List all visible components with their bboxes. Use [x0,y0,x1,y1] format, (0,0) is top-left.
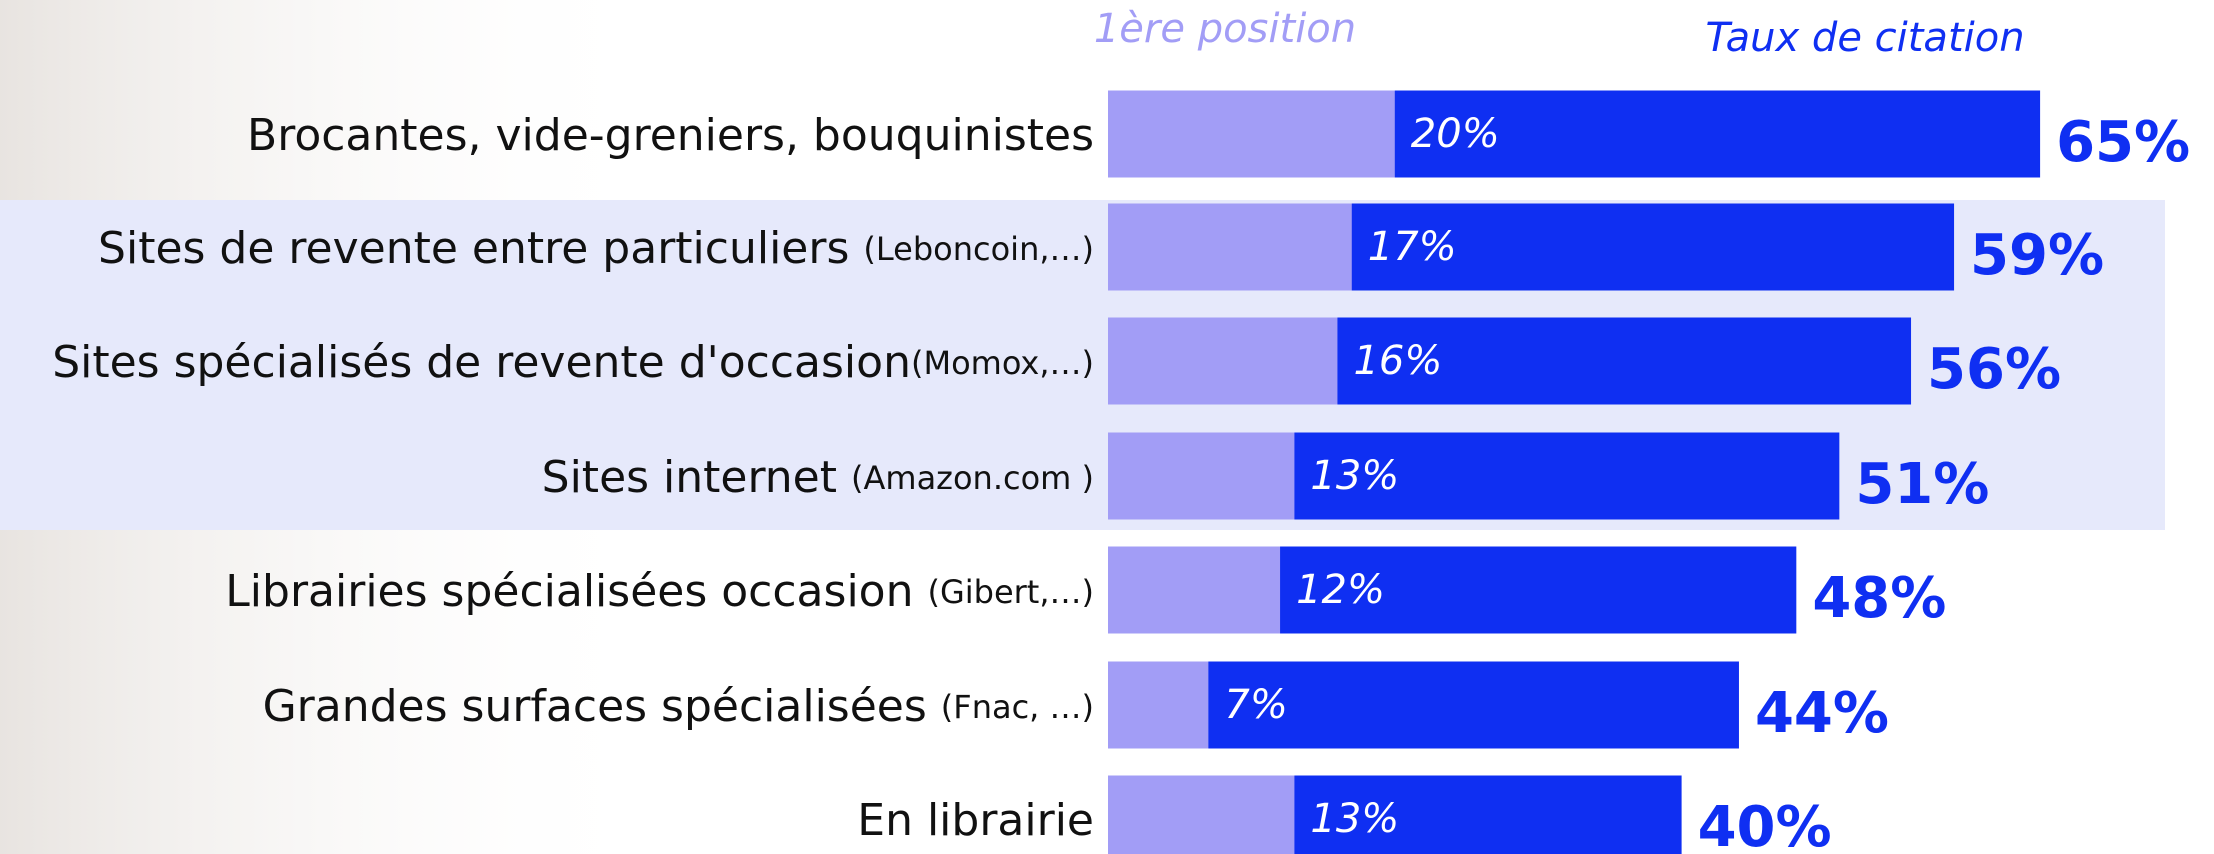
value-label: 48% [1812,566,1946,631]
bar [1108,776,1294,854]
category-name: Grandes surfaces spécialisées [263,681,927,732]
legend-label: 1ère position [1094,6,1356,52]
category-label: Grandes surfaces spécialisées (Fnac, …) [263,681,1094,732]
value-label: 59% [1970,223,2104,288]
bar [1108,318,1337,405]
value-label: 12% [1296,567,1385,613]
bar [1108,433,1294,520]
category-name: Sites internet [542,452,837,503]
category-detail: (Gibert,…) [927,573,1094,611]
category-label: Brocantes, vide-greniers, bouquinistes [247,110,1094,161]
category-name: Sites spécialisés de revente d'occasion [52,337,911,388]
category-label: Sites de revente entre particuliers (Leb… [98,223,1094,274]
bar [1108,547,1280,634]
chart: 1ère position Taux de citation Brocantes, … [0,0,2214,854]
value-label: 51% [1855,452,1989,517]
bar [1108,662,1208,749]
value-label: 56% [1927,337,2061,402]
category-detail: (Fnac, …) [941,688,1094,726]
category-name: Brocantes, vide-greniers, bouquinistes [247,110,1094,161]
category-label: Sites internet (Amazon.com ) [542,452,1094,503]
value-label: 44% [1755,681,1889,746]
category-name: En librairie [857,795,1094,846]
legend-label: Taux de citation [1705,15,2024,61]
value-label: 13% [1310,453,1399,499]
bar [1108,91,1395,178]
value-label: 20% [1411,111,1500,157]
category-detail: (Amazon.com ) [851,459,1094,497]
value-label: 65% [2056,110,2190,175]
value-label: 7% [1224,682,1287,728]
category-label: Librairies spécialisées occasion (Gibert… [225,566,1094,617]
bar [1108,204,1352,291]
category-name: Sites de revente entre particuliers [98,223,849,274]
category-detail: (Leboncoin,…) [863,230,1094,268]
value-label: 13% [1310,796,1399,842]
category-detail: (Momox,…) [911,344,1094,382]
value-label: 40% [1698,795,1832,854]
value-label: 17% [1368,224,1457,270]
value-label: 16% [1353,338,1442,384]
category-name: Librairies spécialisées occasion [225,566,913,617]
category-label: En librairie [857,795,1094,846]
category-label: Sites spécialisés de revente d'occasion(… [52,337,1094,388]
